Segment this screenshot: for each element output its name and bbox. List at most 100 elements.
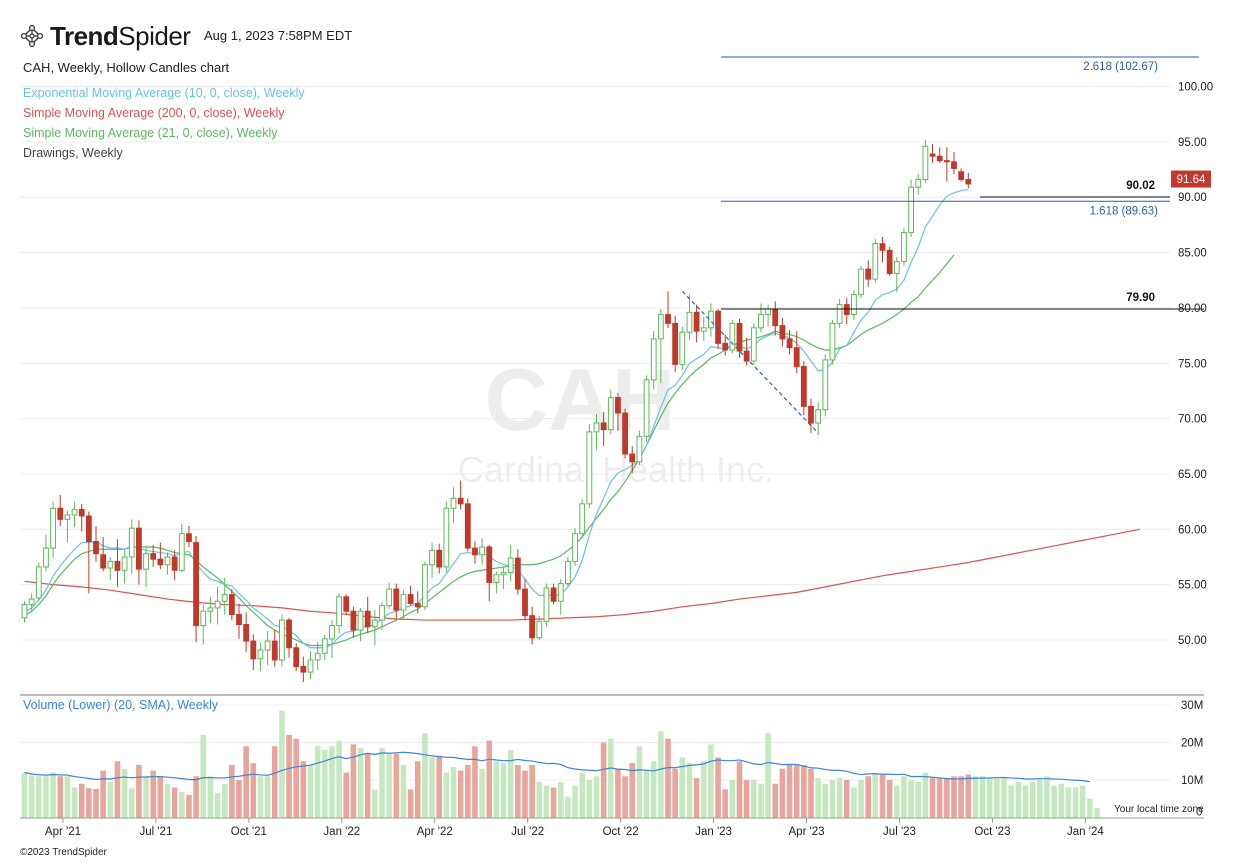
candle-down: [808, 405, 814, 424]
candle-up: [28, 598, 35, 606]
price-tick-label: 70.00: [1178, 414, 1207, 426]
volume-bar: [429, 757, 435, 818]
price-tick-label: 80.00: [1178, 303, 1207, 315]
volume-bar: [243, 746, 249, 818]
candle-down: [364, 610, 371, 628]
brand[interactable]: TrendSpider: [20, 20, 191, 52]
volume-bar: [229, 765, 235, 818]
current-price-tag: [1171, 170, 1211, 188]
volume-bar: [908, 780, 914, 818]
candle-up: [543, 587, 550, 622]
volume-bar: [422, 733, 428, 818]
candle-down: [800, 366, 807, 407]
volume-bar: [965, 774, 972, 818]
volume-bar: [858, 780, 864, 818]
price-tick-label: 60.00: [1178, 524, 1207, 536]
volume-bar: [879, 774, 886, 818]
candle-down: [629, 453, 636, 463]
candle-down: [779, 325, 786, 340]
indicator-sma200-label[interactable]: Simple Moving Average (200, 0, close), W…: [23, 106, 285, 120]
volume-bar: [743, 780, 750, 818]
volume-bar: [986, 778, 993, 818]
volume-tick-label: 20M: [1181, 738, 1203, 750]
volume-pane-label[interactable]: Volume (Lower) (20, SMA), Weekly: [23, 698, 218, 712]
volume-bar: [936, 778, 943, 818]
volume-bar: [100, 770, 106, 818]
volume-bar: [579, 772, 585, 818]
candle-up: [121, 556, 128, 571]
candle-up: [679, 331, 686, 365]
candle-up: [822, 359, 829, 411]
time-tick-label: Jan '23: [695, 826, 732, 838]
volume-bar: [193, 776, 199, 818]
candle-up: [307, 659, 314, 673]
candle-down: [100, 554, 107, 569]
volume-bar: [972, 776, 979, 818]
candle-up: [700, 327, 707, 332]
volume-bar: [736, 761, 743, 818]
indicator-ema10-label[interactable]: Exponential Moving Average (10, 0, close…: [23, 86, 305, 100]
candle-down: [236, 614, 242, 626]
candle-up: [758, 314, 764, 329]
volume-bar: [772, 783, 779, 818]
volume-bar: [128, 788, 135, 818]
candle-up: [443, 507, 450, 568]
volume-bar: [443, 772, 450, 818]
candle-up: [429, 549, 435, 566]
fib-level-1618-label: 1.618 (89.63): [1090, 205, 1159, 217]
volume-bar: [221, 783, 228, 818]
candle-down: [929, 153, 936, 157]
candle-down: [722, 342, 729, 351]
candle-up: [507, 557, 514, 573]
candle-up: [479, 546, 486, 556]
candle-up: [593, 422, 600, 433]
volume-bar: [1072, 787, 1079, 818]
candle-up: [386, 588, 393, 607]
price-tick-label: 55.00: [1178, 580, 1207, 592]
volume-bar: [114, 761, 121, 818]
volume-bar: [886, 780, 893, 818]
dashed-trendline[interactable]: [681, 290, 819, 434]
volume-bar: [751, 780, 757, 818]
indicator-drawings-label[interactable]: Drawings, Weekly: [23, 146, 123, 160]
candle-up: [636, 435, 643, 463]
watermark-symbol: CAH: [485, 350, 676, 449]
volume-bar: [851, 787, 857, 818]
volume-bar: [407, 789, 414, 818]
candle-up: [128, 527, 135, 558]
horizontal-level-7990-label: 79.90: [1126, 292, 1155, 304]
price-tick-label: 50.00: [1178, 635, 1207, 647]
volume-bar: [357, 748, 364, 818]
candle-down: [171, 556, 178, 571]
candle-down: [286, 619, 292, 649]
volume-bar: [1029, 781, 1036, 818]
candle-down: [193, 542, 199, 627]
candle-down: [85, 515, 92, 542]
volume-bar: [300, 761, 307, 818]
volume-bar: [650, 761, 657, 818]
volume-bar: [257, 776, 264, 818]
candle-down: [943, 160, 950, 163]
candle-up: [257, 649, 264, 660]
volume-bar: [150, 770, 156, 818]
volume-bar: [643, 770, 650, 818]
indicator-sma21-label[interactable]: Simple Moving Average (21, 0, close), We…: [23, 126, 278, 140]
volume-bar: [186, 795, 192, 818]
candle-up: [43, 547, 49, 568]
volume-bar: [214, 793, 221, 818]
volume-tick-label: 10M: [1181, 775, 1203, 787]
volume-bar: [450, 766, 457, 818]
candle-up: [164, 556, 171, 566]
candle-up: [500, 571, 507, 576]
volume-bar: [472, 746, 478, 818]
price-tick-label: 75.00: [1178, 358, 1207, 370]
volume-bar: [507, 750, 514, 818]
candle-up: [650, 338, 657, 381]
volume-bar: [414, 761, 421, 818]
volume-bar: [179, 792, 185, 818]
candle-down: [243, 624, 250, 642]
price-tick-label: 90.00: [1178, 192, 1207, 204]
volume-bar: [207, 776, 214, 818]
chart-timestamp: Aug 1, 2023 7:58PM EDT: [204, 28, 353, 43]
